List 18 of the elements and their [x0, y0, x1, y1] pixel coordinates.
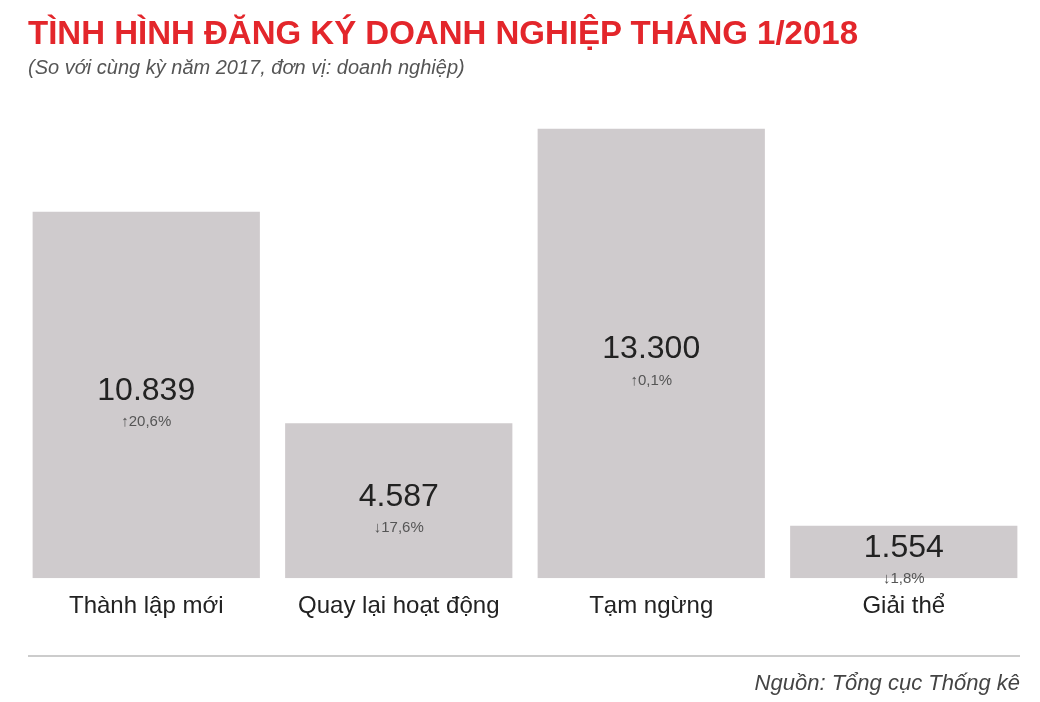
chart-title: TÌNH HÌNH ĐĂNG KÝ DOANH NGHIỆP THÁNG 1/2018	[28, 14, 859, 52]
data-label: 10.839	[97, 370, 196, 407]
annotation: ↑0,1%	[630, 370, 673, 388]
chart-subtitle: (So với cùng kỳ năm 2017, đơn vị: doanh nghiệp)	[28, 56, 465, 79]
text: Nguồn: Tổng cục Thống kê	[754, 670, 1020, 696]
bar	[285, 423, 513, 579]
data-label: 4.587	[358, 476, 439, 513]
annotation: ↑20,6%	[121, 412, 172, 430]
data-label: 1.554	[863, 527, 944, 564]
bar	[32, 211, 260, 579]
annotation: ↓1,8%	[882, 569, 925, 587]
data-label: 13.300	[602, 329, 701, 366]
x-tick-label: Thành lập mới	[69, 591, 224, 619]
bar	[537, 128, 765, 579]
x-tick-label: Quay lại hoạt động	[298, 591, 500, 619]
annotation: ↓17,6%	[373, 517, 424, 535]
x-tick-label: Giải thể	[862, 591, 946, 619]
x-tick-label: Tạm ngừng	[589, 591, 714, 619]
